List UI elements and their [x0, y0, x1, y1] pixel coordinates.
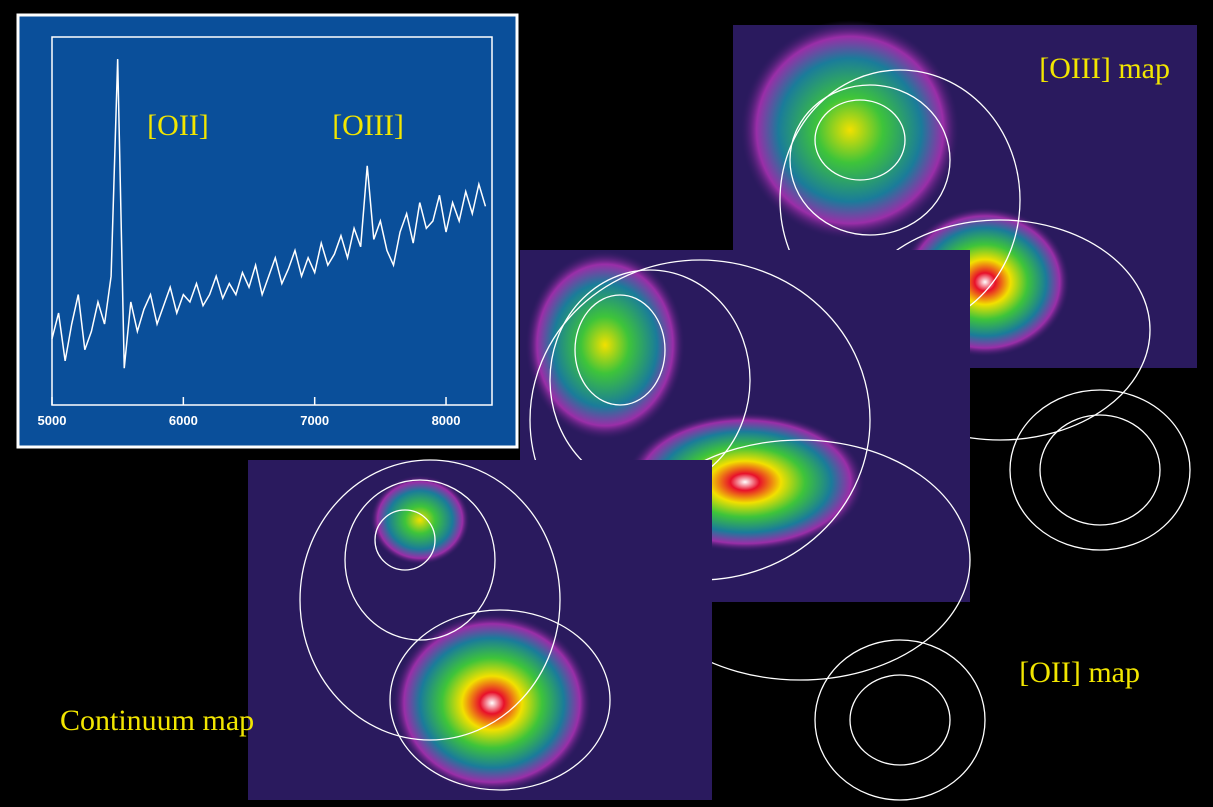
map-label: [OIII] map [1039, 52, 1170, 85]
annotation: [OIII] [332, 109, 404, 142]
x-tick-label: 6000 [169, 413, 198, 428]
spectrum-panel [18, 15, 517, 447]
x-tick-label: 8000 [432, 413, 461, 428]
continuum-map [248, 460, 712, 800]
x-tick-label: 5000 [38, 413, 67, 428]
annotation: [OII] [147, 109, 209, 142]
map-label: Continuum map [60, 704, 254, 737]
page: [OIII] map [OII] map Continuum map 5000 6… [0, 0, 1213, 807]
x-tick-label: 7000 [300, 413, 329, 428]
map-label: [OII] map [1019, 656, 1140, 689]
figure: [OIII] map [OII] map Continuum map 5000 6… [0, 0, 1213, 807]
